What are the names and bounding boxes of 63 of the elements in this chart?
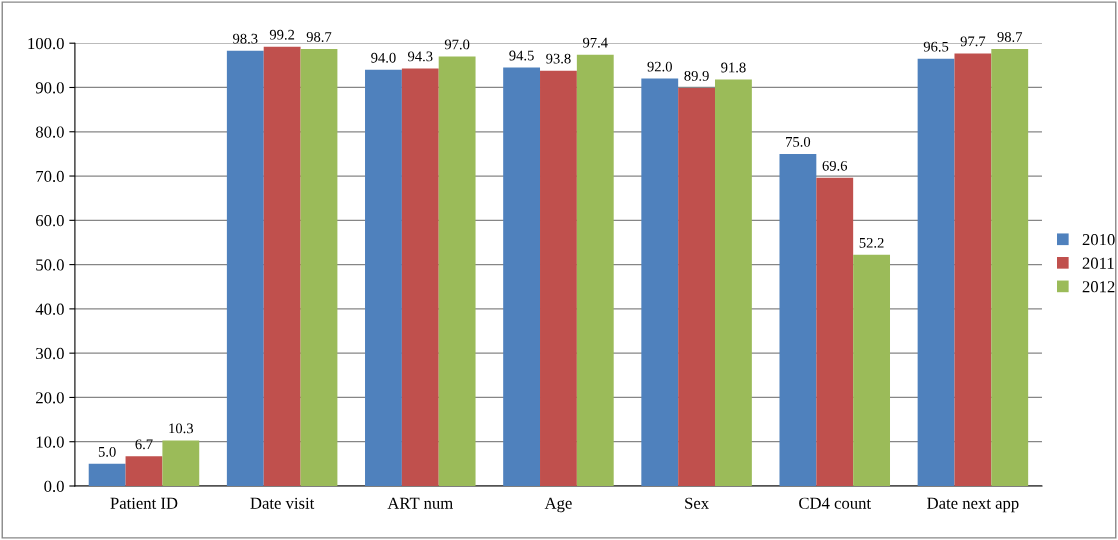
x-tick-label: Patient ID xyxy=(110,497,178,509)
bar xyxy=(125,456,163,486)
x-tick-label: Date next app xyxy=(927,497,1019,513)
bar xyxy=(162,440,200,486)
bar xyxy=(438,56,476,486)
y-tick-label: 10.0 xyxy=(36,436,64,448)
data-label: 98.7 xyxy=(997,31,1023,42)
bar xyxy=(226,50,264,486)
bar xyxy=(678,87,716,486)
y-tick-label: 50.0 xyxy=(36,259,64,271)
bar xyxy=(779,153,817,486)
data-label: 93.8 xyxy=(546,53,571,64)
legend-label: 2011 xyxy=(1082,257,1114,269)
bar xyxy=(365,69,402,486)
x-tick-label: CD4 count xyxy=(799,497,871,509)
data-label: 75.0 xyxy=(786,136,811,147)
y-tick-label: 90.0 xyxy=(35,82,64,94)
bar xyxy=(853,254,891,486)
y-tick-label: 100.0 xyxy=(28,37,64,50)
bar xyxy=(954,53,992,486)
data-label: 89.9 xyxy=(684,70,709,81)
data-label: 94.3 xyxy=(408,51,433,62)
x-tick-label: ART num xyxy=(387,497,453,509)
data-label: 97.4 xyxy=(582,37,608,48)
data-label: 5.0 xyxy=(98,446,116,457)
bar xyxy=(263,46,301,486)
y-tick-label: 70.0 xyxy=(36,170,64,183)
bar xyxy=(641,78,679,486)
data-label: 99.2 xyxy=(269,29,295,40)
data-label: 69.6 xyxy=(822,160,848,171)
legend-label: 2010 xyxy=(1082,234,1115,246)
data-label: 97.7 xyxy=(960,36,986,47)
bar xyxy=(917,58,955,486)
bar xyxy=(401,68,439,486)
y-tick-label: 40.0 xyxy=(35,303,64,315)
y-tick-label: 20.0 xyxy=(36,392,64,404)
data-label: 98.3 xyxy=(233,33,258,44)
y-tick-label: 60.0 xyxy=(36,215,64,227)
data-label: 94.0 xyxy=(371,52,396,63)
data-label: 96.5 xyxy=(923,41,949,52)
data-label: 10.3 xyxy=(169,423,194,434)
bar xyxy=(991,48,1029,486)
bar xyxy=(503,67,541,486)
x-tick-label: Age xyxy=(544,497,572,513)
y-tick-label: 30.0 xyxy=(36,347,64,360)
data-label: 52.2 xyxy=(859,237,884,248)
bar xyxy=(576,54,614,486)
bar xyxy=(88,463,126,486)
bar xyxy=(300,48,338,486)
y-tick-label: 0.0 xyxy=(44,480,64,493)
legend-label: 2012 xyxy=(1082,281,1115,293)
bar xyxy=(816,177,854,486)
data-label: 6.7 xyxy=(135,439,153,450)
data-label: 97.0 xyxy=(444,39,470,50)
y-tick-label: 80.0 xyxy=(35,126,64,138)
bar xyxy=(715,79,752,486)
data-label: 91.8 xyxy=(721,62,746,73)
bar xyxy=(540,70,577,486)
x-tick-label: Date visit xyxy=(250,497,315,509)
data-label: 92.0 xyxy=(647,61,672,72)
x-tick-label: Sex xyxy=(685,497,709,509)
data-label: 98.7 xyxy=(306,31,332,42)
data-label: 94.5 xyxy=(509,50,534,61)
